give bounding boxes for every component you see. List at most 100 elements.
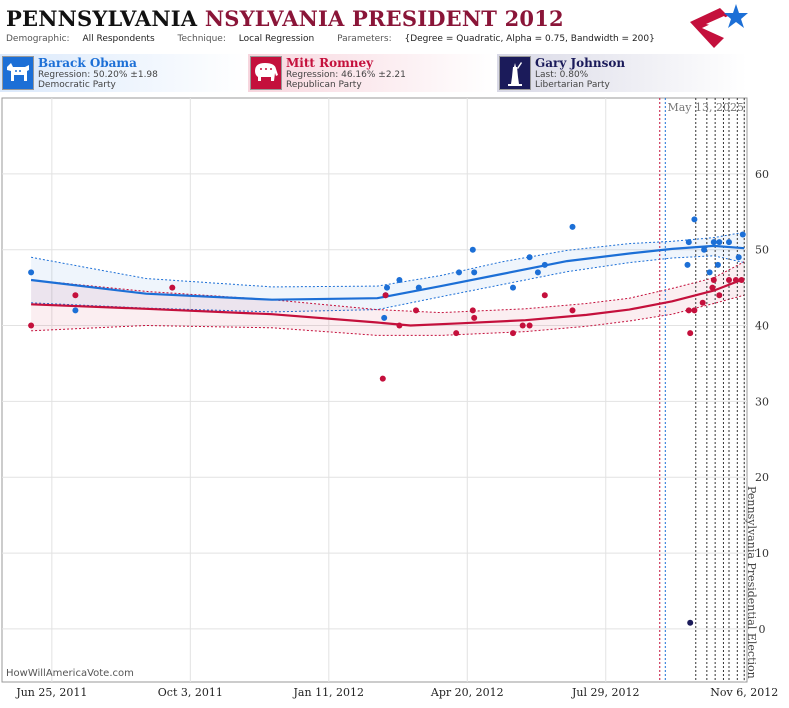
rep-poll-point xyxy=(526,322,533,329)
election-label: Pennsylvania Presidential Election xyxy=(745,486,758,679)
rep-poll-point xyxy=(471,314,478,321)
x-tick-label: Nov 6, 2012 xyxy=(710,686,778,699)
rep-regression-line xyxy=(31,277,745,327)
rep-poll-point xyxy=(413,307,419,314)
y-axis: 0 10 20 30 40 50 60 xyxy=(755,168,769,636)
rep-poll-point xyxy=(169,284,176,291)
regression-lines xyxy=(30,244,745,327)
candidate-party: Democratic Party xyxy=(38,80,116,90)
dem-poll-point xyxy=(534,269,541,276)
dem-poll-point xyxy=(384,284,390,291)
x-tick-label: Apr 20, 2012 xyxy=(430,686,504,699)
y-tick-label: 10 xyxy=(755,547,769,560)
dem-regression-line xyxy=(30,244,745,301)
demographic-label: Demographic: xyxy=(6,34,70,44)
demographic-value: All Respondents xyxy=(82,34,155,44)
rep-poll-point xyxy=(469,307,476,314)
x-tick-label: Oct 3, 2011 xyxy=(158,686,223,699)
candidate-party: Libertarian Party xyxy=(535,80,610,90)
dem-band-lower xyxy=(31,255,745,313)
dem-poll-point xyxy=(706,269,713,276)
rep-poll-point xyxy=(716,292,723,299)
dem-poll-point xyxy=(381,314,388,321)
rep-poll-point xyxy=(691,307,698,314)
dem-poll-point xyxy=(691,216,698,223)
candidate-card-romney[interactable]: Mitt Romney Regression: 46.16% ±2.21 Rep… xyxy=(248,54,494,92)
candidate-card-obama[interactable]: Barack Obama Regression: 50.20% ±1.98 De… xyxy=(0,54,246,92)
rep-poll-point xyxy=(379,375,386,382)
technique-value: Local Regression xyxy=(238,34,315,44)
candidate-card-johnson[interactable]: Gary Johnson Last: 0.80% Libertarian Par… xyxy=(497,54,747,92)
footer-site[interactable]: HowWillAmericaVote.com xyxy=(6,668,134,679)
page-title: PENNSYLVANIA NSYLVANIA PRESIDENT 2012 xyxy=(6,6,564,31)
y-tick-label: 40 xyxy=(755,320,769,333)
plot-area xyxy=(1,97,748,683)
parameters-label: Parameters: xyxy=(337,34,392,44)
dem-poll-point xyxy=(716,239,723,246)
rep-poll-point xyxy=(510,330,516,337)
dem-poll-point xyxy=(710,239,717,246)
x-tick-label: Jul 29, 2012 xyxy=(571,686,640,699)
parameters-bar: Demographic: All Respondents Technique: … xyxy=(6,34,675,44)
header: PENNSYLVANIA NSYLVANIA PRESIDENT 2012 De… xyxy=(0,0,789,52)
rep-poll-point xyxy=(726,277,732,283)
y-tick-label: 50 xyxy=(755,244,769,257)
rep-poll-point xyxy=(382,292,389,299)
dem-poll-point xyxy=(456,269,462,276)
technique-label: Technique: xyxy=(177,34,226,44)
lib-poll-point xyxy=(687,619,694,626)
poll-chart: 0 10 20 30 40 50 60 Jun 25, 2011 Oct 3, 2011 Jan… xyxy=(1,97,778,699)
rep-poll-point xyxy=(28,322,35,329)
rep-poll-point xyxy=(687,330,694,337)
y-tick-label: 60 xyxy=(755,168,769,181)
dem-poll-point xyxy=(684,261,691,268)
rep-poll-point xyxy=(519,322,526,329)
rep-poll-point xyxy=(709,284,716,291)
democrat-donkey-icon xyxy=(2,56,34,90)
dem-band-upper xyxy=(31,231,745,288)
candidate-regression: Regression: 46.16% ±2.21 xyxy=(286,70,406,80)
poll-points xyxy=(28,216,746,626)
dem-poll-point xyxy=(685,239,692,246)
candidate-regression: Regression: 50.20% ±1.98 xyxy=(38,70,158,80)
dem-poll-point xyxy=(396,277,403,283)
dem-poll-point xyxy=(72,307,79,314)
y-tick-label: 0 xyxy=(759,623,766,636)
title-sub: NSYLVANIA PRESIDENT 2012 xyxy=(204,6,564,31)
dem-poll-point xyxy=(526,254,533,261)
dem-poll-point xyxy=(541,261,548,268)
candidate-last: Last: 0.80% xyxy=(535,70,589,80)
rep-poll-point xyxy=(72,292,79,299)
dem-band-area xyxy=(31,232,745,312)
rep-poll-point xyxy=(396,322,403,329)
x-axis: Jun 25, 2011 Oct 3, 2011 Jan 11, 2012 Apr 2… xyxy=(15,686,778,699)
candidate-name: Barack Obama xyxy=(38,56,137,70)
site-logo-icon[interactable] xyxy=(684,2,750,52)
x-tick-label: Jan 11, 2012 xyxy=(293,686,365,699)
candidate-legend: Barack Obama Regression: 50.20% ±1.98 De… xyxy=(0,54,789,94)
rep-poll-point xyxy=(710,277,717,283)
dem-poll-point xyxy=(28,269,35,276)
candidate-name: Gary Johnson xyxy=(535,56,626,70)
rep-poll-point xyxy=(732,277,739,283)
date-annotation: May 13, 2025 xyxy=(667,101,744,114)
dem-poll-point xyxy=(714,261,721,268)
x-tick-label: Jun 25, 2011 xyxy=(15,686,87,699)
dem-poll-point xyxy=(726,239,732,246)
candidate-name: Mitt Romney xyxy=(286,56,374,70)
dem-poll-point xyxy=(701,246,708,253)
libertarian-statue-icon xyxy=(499,56,531,90)
candidate-party: Republican Party xyxy=(286,80,362,90)
y-tick-label: 30 xyxy=(755,395,769,408)
grid xyxy=(2,98,747,682)
rep-poll-point xyxy=(541,292,548,299)
dem-poll-point xyxy=(471,269,478,276)
y-tick-label: 20 xyxy=(755,471,769,484)
event-lines xyxy=(659,98,745,682)
dem-poll-point xyxy=(569,223,576,230)
parameters-value: {Degree = Quadratic, Alpha = 0.75, Bandw… xyxy=(404,34,655,44)
dem-poll-point xyxy=(735,254,742,261)
rep-poll-point xyxy=(453,330,460,337)
rep-poll-point xyxy=(738,277,745,283)
rep-poll-point xyxy=(569,307,576,314)
